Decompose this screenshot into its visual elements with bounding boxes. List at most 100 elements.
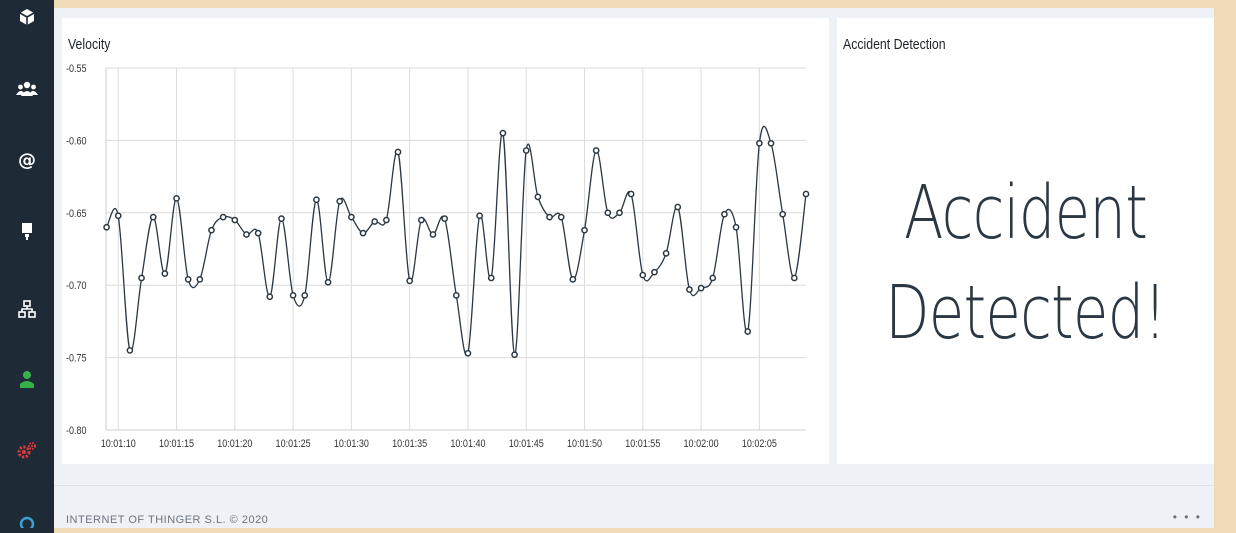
main-content: Velocity -0.55 -0.60 -0.65 -0.70 -0.75 -0.80 1… bbox=[54, 8, 1214, 528]
y-tick-label: -0.75 bbox=[66, 353, 87, 365]
velocity-data-point[interactable] bbox=[709, 274, 717, 282]
velocity-data-point[interactable] bbox=[452, 291, 460, 299]
velocity-data-point[interactable] bbox=[802, 190, 810, 198]
velocity-data-point[interactable] bbox=[546, 213, 553, 221]
sidebar: @ bbox=[0, 0, 54, 533]
y-tick-label: -0.55 bbox=[66, 63, 87, 75]
x-tick-label: 10:02:05 bbox=[742, 438, 777, 450]
velocity-data-point[interactable] bbox=[371, 218, 379, 225]
velocity-data-point[interactable] bbox=[686, 286, 693, 293]
velocity-data-point[interactable] bbox=[779, 210, 787, 218]
accident-message: Accident Detected! bbox=[837, 163, 1214, 363]
velocity-data-point[interactable] bbox=[639, 271, 647, 279]
velocity-data-point[interactable] bbox=[138, 274, 145, 282]
velocity-data-point[interactable] bbox=[627, 190, 635, 198]
x-tick-label: 10:02:00 bbox=[684, 438, 719, 450]
velocity-data-point[interactable] bbox=[359, 229, 367, 237]
velocity-data-point[interactable] bbox=[651, 268, 658, 276]
x-tick-label: 10:01:55 bbox=[625, 438, 660, 450]
velocity-data-point[interactable] bbox=[790, 274, 798, 282]
y-tick-label: -0.65 bbox=[66, 208, 87, 220]
velocity-data-point[interactable] bbox=[184, 276, 192, 283]
y-tick-label: -0.80 bbox=[66, 425, 87, 437]
velocity-data-point[interactable] bbox=[161, 270, 169, 277]
accident-card-title: Accident Detection bbox=[843, 36, 946, 53]
velocity-data-point[interactable] bbox=[301, 291, 309, 299]
at-icon[interactable]: @ bbox=[18, 149, 36, 171]
x-tick-label: 10:01:35 bbox=[392, 438, 427, 450]
gears-icon[interactable] bbox=[0, 435, 54, 465]
x-tick-label: 10:01:45 bbox=[509, 438, 544, 450]
velocity-data-point[interactable] bbox=[604, 209, 612, 217]
velocity-data-point[interactable] bbox=[336, 197, 344, 205]
velocity-data-point[interactable] bbox=[429, 231, 437, 238]
y-tick-label: -0.70 bbox=[66, 280, 87, 292]
velocity-data-point[interactable] bbox=[406, 277, 414, 285]
velocity-data-point[interactable] bbox=[126, 347, 134, 354]
velocity-data-point[interactable] bbox=[732, 223, 740, 231]
velocity-chart: -0.55 -0.60 -0.65 -0.70 -0.75 -0.80 10:01:10 10… bbox=[66, 63, 810, 450]
velocity-card: Velocity -0.55 -0.60 -0.65 -0.70 -0.75 -0.80 1… bbox=[62, 18, 829, 464]
circle-icon[interactable] bbox=[0, 505, 54, 533]
footer-menu-dots[interactable]: • • • bbox=[1172, 510, 1202, 524]
velocity-data-point[interactable] bbox=[464, 349, 472, 357]
x-tick-label: 10:01:15 bbox=[159, 438, 194, 450]
velocity-data-point[interactable] bbox=[254, 229, 262, 237]
velocity-data-point[interactable] bbox=[196, 276, 204, 283]
velocity-data-point[interactable] bbox=[756, 139, 763, 147]
accident-message-line2: Detected! bbox=[885, 270, 1167, 356]
velocity-data-point[interactable] bbox=[289, 291, 297, 299]
velocity-data-point[interactable] bbox=[149, 213, 157, 221]
velocity-data-point[interactable] bbox=[744, 328, 752, 335]
x-tick-label: 10:01:10 bbox=[101, 438, 136, 450]
velocity-data-point[interactable] bbox=[697, 284, 705, 292]
velocity-data-point[interactable] bbox=[278, 215, 285, 222]
x-tick-label: 10:01:25 bbox=[276, 438, 311, 450]
footer: INTERNET OF THINGER S.L. © 2020 • • • bbox=[54, 485, 1214, 528]
velocity-data-point[interactable] bbox=[569, 276, 577, 283]
velocity-data-point[interactable] bbox=[616, 209, 623, 217]
velocity-data-point[interactable] bbox=[348, 213, 355, 221]
velocity-data-point[interactable] bbox=[534, 193, 542, 201]
users-icon[interactable] bbox=[0, 74, 54, 104]
velocity-data-point[interactable] bbox=[417, 216, 425, 224]
x-tick-label: 10:01:40 bbox=[450, 438, 485, 450]
velocity-data-point[interactable] bbox=[103, 223, 110, 231]
x-tick-label: 10:01:50 bbox=[567, 438, 602, 450]
velocity-data-point[interactable] bbox=[394, 148, 402, 156]
user-icon[interactable] bbox=[0, 364, 54, 394]
velocity-data-point[interactable] bbox=[522, 147, 530, 154]
velocity-data-point[interactable] bbox=[767, 139, 775, 147]
velocity-data-point[interactable] bbox=[662, 249, 670, 257]
velocity-data-point[interactable] bbox=[219, 213, 227, 221]
velocity-data-point[interactable] bbox=[487, 274, 495, 282]
y-tick-label: -0.60 bbox=[66, 136, 87, 148]
velocity-data-point[interactable] bbox=[721, 210, 728, 218]
velocity-data-point[interactable] bbox=[499, 129, 507, 137]
accident-message-line1: Accident bbox=[903, 170, 1148, 256]
velocity-data-point[interactable] bbox=[476, 212, 483, 220]
velocity-data-point[interactable] bbox=[592, 147, 600, 154]
cube-icon[interactable] bbox=[0, 2, 54, 32]
velocity-data-point[interactable] bbox=[674, 203, 682, 211]
device-icon[interactable] bbox=[0, 216, 54, 246]
velocity-data-point[interactable] bbox=[208, 226, 215, 234]
velocity-data-point[interactable] bbox=[557, 213, 565, 221]
velocity-data-point[interactable] bbox=[114, 212, 122, 220]
velocity-data-point[interactable] bbox=[266, 293, 274, 301]
velocity-card-title: Velocity bbox=[68, 36, 111, 53]
velocity-data-point[interactable] bbox=[581, 226, 588, 234]
x-tick-label: 10:01:30 bbox=[334, 438, 369, 450]
velocity-data-point[interactable] bbox=[243, 231, 250, 238]
velocity-data-point[interactable] bbox=[382, 216, 390, 224]
velocity-data-point[interactable] bbox=[231, 216, 239, 224]
x-tick-label: 10:01:20 bbox=[217, 438, 252, 450]
accident-detection-card: Accident Detection Accident Detected! bbox=[837, 18, 1214, 464]
velocity-data-point[interactable] bbox=[173, 194, 180, 202]
footer-copyright: INTERNET OF THINGER S.L. © 2020 bbox=[66, 514, 269, 526]
velocity-data-point[interactable] bbox=[511, 351, 518, 359]
network-icon[interactable] bbox=[0, 294, 54, 324]
velocity-data-point[interactable] bbox=[441, 215, 448, 222]
velocity-data-point[interactable] bbox=[313, 196, 320, 204]
velocity-data-point[interactable] bbox=[324, 278, 332, 286]
